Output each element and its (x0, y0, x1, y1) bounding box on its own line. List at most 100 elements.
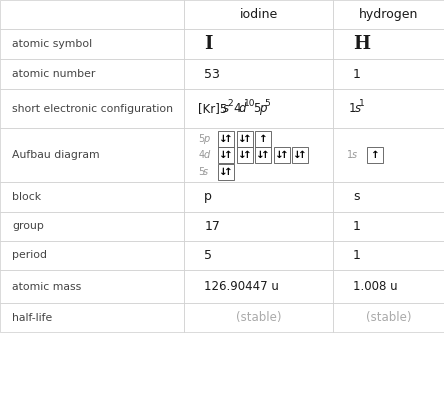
Text: p: p (203, 134, 210, 144)
Text: 4: 4 (233, 102, 241, 115)
Bar (0, 128, 184, 182)
Bar (237, 147, 253, 163)
Text: 17: 17 (204, 220, 220, 233)
Bar (333, 0, 444, 29)
Text: ↓: ↓ (275, 150, 284, 160)
Text: 1: 1 (359, 99, 365, 108)
Text: s: s (203, 166, 208, 176)
Bar (237, 131, 253, 147)
Text: p: p (204, 190, 212, 204)
Text: 10: 10 (244, 99, 256, 108)
Text: ↑: ↑ (224, 134, 233, 144)
Bar (333, 303, 444, 332)
Bar (0, 241, 184, 270)
Text: s: s (353, 190, 360, 204)
Text: atomic symbol: atomic symbol (12, 39, 92, 49)
Text: ↑: ↑ (243, 134, 252, 144)
Text: short electronic configuration: short electronic configuration (12, 104, 173, 114)
Text: (stable): (stable) (366, 311, 411, 324)
Text: period: period (12, 250, 47, 260)
Bar (184, 29, 333, 59)
Bar (333, 128, 444, 182)
Bar (184, 128, 333, 182)
Text: p: p (259, 102, 266, 115)
Text: ↑: ↑ (298, 150, 307, 160)
Bar (333, 182, 444, 212)
Bar (333, 270, 444, 303)
Text: 5: 5 (198, 134, 205, 144)
Text: ↑: ↑ (243, 150, 252, 160)
Text: 5: 5 (264, 99, 270, 108)
Bar (0, 182, 184, 212)
Text: 2: 2 (228, 99, 234, 108)
Bar (184, 0, 333, 29)
Text: 5: 5 (204, 249, 212, 262)
Bar (0, 29, 184, 59)
Bar (333, 212, 444, 241)
Bar (184, 182, 333, 212)
Bar (255, 131, 271, 147)
Bar (0, 89, 184, 128)
Bar (367, 147, 383, 163)
Bar (184, 89, 333, 128)
Text: block: block (12, 192, 41, 202)
Text: 1.008 u: 1.008 u (353, 280, 398, 293)
Bar (184, 303, 333, 332)
Text: ↓: ↓ (219, 166, 228, 176)
Text: ↑: ↑ (259, 134, 268, 144)
Text: atomic mass: atomic mass (12, 282, 81, 292)
Text: ↑: ↑ (262, 150, 270, 160)
Text: hydrogen: hydrogen (359, 8, 418, 21)
Text: ↑: ↑ (224, 166, 233, 176)
Bar (0, 270, 184, 303)
Bar (333, 29, 444, 59)
Text: ↑: ↑ (280, 150, 289, 160)
Bar (218, 147, 234, 163)
Bar (184, 212, 333, 241)
Text: 4: 4 (198, 150, 204, 160)
Text: H: H (353, 35, 370, 53)
Bar (0, 303, 184, 332)
Bar (184, 270, 333, 303)
Text: ↓: ↓ (238, 134, 246, 144)
Text: 1: 1 (347, 150, 353, 160)
Text: 1: 1 (353, 220, 361, 233)
Text: (stable): (stable) (236, 311, 281, 324)
Bar (0, 212, 184, 241)
Text: ↑: ↑ (371, 150, 379, 160)
Text: ↓: ↓ (238, 150, 246, 160)
Bar (0, 0, 184, 29)
Text: half-life: half-life (12, 313, 52, 323)
Text: s: s (223, 102, 230, 115)
Bar (292, 147, 308, 163)
Text: s: s (352, 150, 357, 160)
Text: [Kr]5: [Kr]5 (198, 102, 227, 115)
Text: group: group (12, 221, 44, 231)
Bar (0, 59, 184, 89)
Text: atomic number: atomic number (12, 69, 95, 79)
Text: 1: 1 (353, 249, 361, 262)
Text: d: d (203, 150, 210, 160)
Text: 5: 5 (253, 102, 261, 115)
Bar (184, 241, 333, 270)
Bar (184, 59, 333, 89)
Text: 1: 1 (353, 68, 361, 81)
Text: ↓: ↓ (293, 150, 302, 160)
Bar (218, 164, 234, 180)
Text: I: I (204, 35, 213, 53)
Text: 1: 1 (349, 102, 357, 115)
Text: d: d (239, 102, 246, 115)
Text: ↓: ↓ (219, 134, 228, 144)
Bar (333, 89, 444, 128)
Text: 53: 53 (204, 68, 220, 81)
Bar (255, 147, 271, 163)
Text: s: s (354, 102, 361, 115)
Text: ↓: ↓ (256, 150, 265, 160)
Bar (333, 241, 444, 270)
Bar (274, 147, 290, 163)
Text: iodine: iodine (239, 8, 278, 21)
Text: 126.90447 u: 126.90447 u (204, 280, 279, 293)
Text: 5: 5 (198, 166, 205, 176)
Bar (333, 59, 444, 89)
Text: ↑: ↑ (224, 150, 233, 160)
